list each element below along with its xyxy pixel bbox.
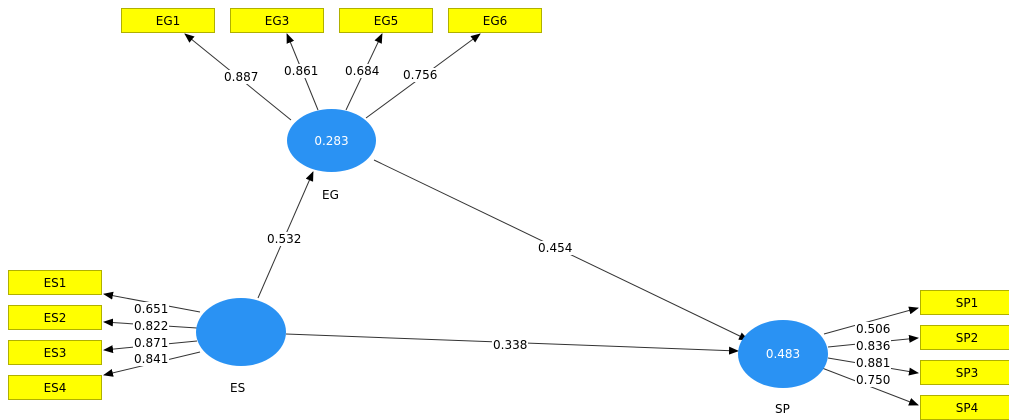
- loading-sp3-label: 0.881: [855, 356, 892, 370]
- loading-eg3-label: 0.861: [283, 64, 320, 78]
- construct-eg[interactable]: 0.283: [287, 109, 376, 172]
- indicator-eg6[interactable]: EG6: [448, 8, 542, 33]
- construct-es[interactable]: [196, 298, 286, 366]
- loading-sp2-label: 0.836: [855, 339, 892, 353]
- loading-eg1-label: 0.887: [223, 70, 260, 84]
- indicator-es2[interactable]: ES2: [8, 305, 102, 330]
- loading-es4-label: 0.841: [133, 352, 170, 366]
- indicator-sp1[interactable]: SP1: [920, 290, 1009, 315]
- path-eg-sp-label: 0.454: [537, 241, 574, 255]
- construct-eg-label: EG: [322, 188, 339, 202]
- construct-es-label: ES: [230, 381, 246, 395]
- loading-es1-label: 0.651: [133, 302, 170, 316]
- indicator-eg5[interactable]: EG5: [339, 8, 433, 33]
- loading-es2-label: 0.822: [133, 319, 170, 333]
- loading-eg6-label: 0.756: [402, 68, 439, 82]
- indicator-sp2[interactable]: SP2: [920, 325, 1009, 350]
- loading-es3-label: 0.871: [133, 336, 170, 350]
- construct-sp-label: SP: [775, 402, 790, 416]
- construct-sp[interactable]: 0.483: [738, 320, 828, 388]
- arrow-sp-sp1: [823, 306, 919, 335]
- indicator-es3[interactable]: ES3: [8, 340, 102, 365]
- indicator-es4[interactable]: ES4: [8, 375, 102, 400]
- indicator-es1[interactable]: ES1: [8, 270, 102, 295]
- loading-sp1-label: 0.506: [855, 322, 892, 336]
- indicator-eg1[interactable]: EG1: [121, 8, 215, 33]
- indicator-eg3[interactable]: EG3: [230, 8, 324, 33]
- indicator-sp4[interactable]: SP4: [920, 395, 1009, 420]
- loading-eg5-label: 0.684: [344, 64, 381, 78]
- path-es-sp-label: 0.338: [492, 338, 529, 352]
- indicator-sp3[interactable]: SP3: [920, 360, 1009, 385]
- loading-sp4-label: 0.750: [855, 373, 892, 387]
- path-es-eg-label: 0.532: [266, 232, 303, 246]
